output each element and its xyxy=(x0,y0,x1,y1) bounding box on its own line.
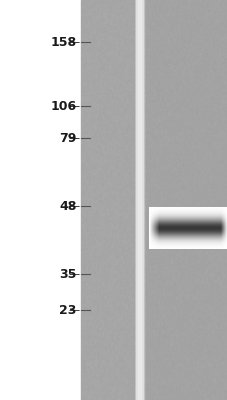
Bar xyxy=(143,0,227,400)
Text: 35: 35 xyxy=(59,268,76,280)
Bar xyxy=(81,0,135,400)
Text: 48: 48 xyxy=(59,200,76,212)
Text: —: — xyxy=(68,101,79,111)
Text: 106: 106 xyxy=(50,100,76,112)
Text: —: — xyxy=(68,133,79,143)
Bar xyxy=(135,0,143,400)
Text: 158: 158 xyxy=(50,36,76,48)
Text: 23: 23 xyxy=(59,304,76,316)
Text: —: — xyxy=(68,269,79,279)
Text: —: — xyxy=(68,37,79,47)
Text: 79: 79 xyxy=(59,132,76,144)
Bar xyxy=(0,0,81,400)
Text: —: — xyxy=(68,201,79,211)
Bar xyxy=(137,0,141,400)
Text: —: — xyxy=(68,305,79,315)
